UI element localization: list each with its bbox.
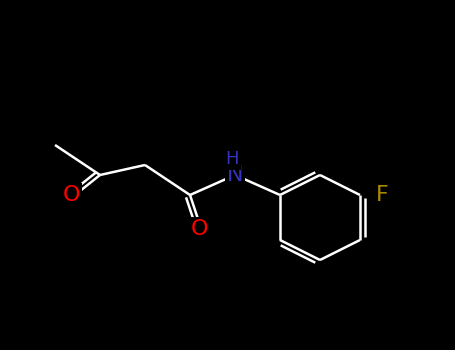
Text: F: F (376, 185, 389, 205)
Text: H: H (225, 150, 239, 168)
Text: O: O (62, 185, 80, 205)
Text: N: N (227, 165, 243, 185)
Text: O: O (191, 219, 209, 239)
